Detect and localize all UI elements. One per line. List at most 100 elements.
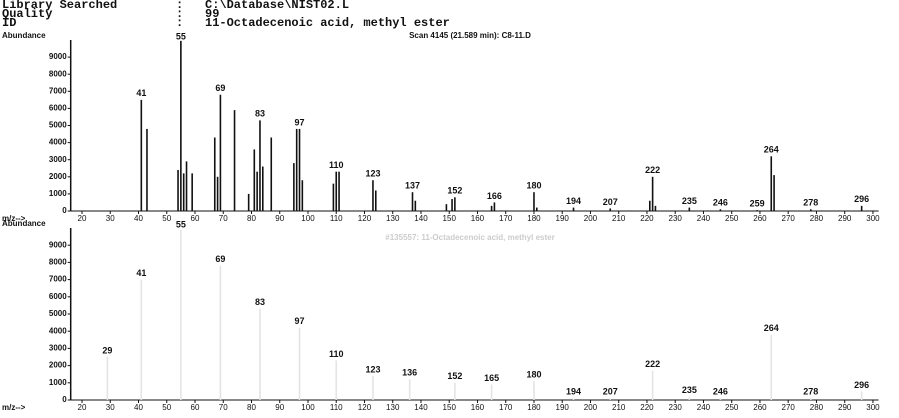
peak-label: 41 xyxy=(136,88,146,98)
peak-label: 180 xyxy=(526,369,541,379)
peak-label: 152 xyxy=(447,371,462,381)
x-tick-label: 190 xyxy=(556,214,570,223)
x-tick-label: 250 xyxy=(725,214,739,223)
peak-label: 194 xyxy=(566,387,581,397)
chart-title: #135557: 11-Octadecenoic acid, methyl es… xyxy=(385,233,554,242)
x-tick-label: 90 xyxy=(275,214,284,223)
y-tick-label: 2000 xyxy=(49,361,67,370)
x-tick-label: 70 xyxy=(219,214,228,223)
x-axis-label: m/z--> xyxy=(2,214,26,223)
header-sep: : xyxy=(176,16,183,30)
x-tick-label: 210 xyxy=(612,214,626,223)
x-tick-label: 280 xyxy=(810,403,824,412)
peak-label: 136 xyxy=(402,368,417,378)
header-sep: : xyxy=(176,7,183,21)
x-tick-label: 280 xyxy=(810,214,824,223)
y-tick-label: 1000 xyxy=(49,378,67,387)
peak-label: 123 xyxy=(365,364,380,374)
y-axis-label: Abundance xyxy=(2,219,46,228)
x-tick-label: 200 xyxy=(584,403,598,412)
header-key: Quality xyxy=(2,7,52,21)
x-tick-label: 60 xyxy=(191,214,200,223)
x-tick-label: 40 xyxy=(134,214,143,223)
peak-label: 123 xyxy=(365,169,380,179)
x-tick-label: 180 xyxy=(527,403,541,412)
chart-title: Scan 4145 (21.589 min): C8-11.D xyxy=(409,31,531,40)
y-tick-label: 6000 xyxy=(49,292,67,301)
x-tick-label: 230 xyxy=(669,403,683,412)
x-tick-label: 290 xyxy=(838,403,852,412)
peak-label: 83 xyxy=(255,109,265,119)
peak-label: 259 xyxy=(750,199,765,209)
y-tick-label: 8000 xyxy=(49,258,67,267)
peak-label: 222 xyxy=(645,359,660,369)
x-tick-label: 270 xyxy=(782,403,796,412)
x-tick-label: 40 xyxy=(134,403,143,412)
peak-label: 207 xyxy=(603,387,618,397)
x-tick-label: 70 xyxy=(219,403,228,412)
x-tick-label: 300 xyxy=(866,403,880,412)
x-tick-label: 160 xyxy=(471,403,485,412)
peak-label: 55 xyxy=(176,31,186,41)
x-tick-label: 150 xyxy=(443,214,457,223)
x-tick-label: 290 xyxy=(838,214,852,223)
y-tick-label: 9000 xyxy=(49,240,67,249)
y-tick-label: 7000 xyxy=(49,275,67,284)
x-tick-label: 260 xyxy=(753,214,767,223)
x-tick-label: 200 xyxy=(584,214,598,223)
peak-label: 180 xyxy=(526,181,541,191)
x-axis-label: m/z--> xyxy=(2,403,26,412)
x-tick-label: 220 xyxy=(640,214,654,223)
x-tick-label: 50 xyxy=(162,214,171,223)
peak-label: 69 xyxy=(215,254,225,264)
peak-label: 41 xyxy=(136,268,146,278)
peak-label: 264 xyxy=(764,323,779,333)
peak-label: 296 xyxy=(854,194,869,204)
peak-label: 222 xyxy=(645,165,660,175)
peak-label: 278 xyxy=(803,387,818,397)
x-tick-label: 180 xyxy=(527,214,541,223)
header-key: ID xyxy=(2,16,16,30)
x-tick-label: 120 xyxy=(358,403,372,412)
peak-label: 55 xyxy=(176,219,186,229)
peak-label: 264 xyxy=(764,145,779,155)
x-tick-label: 20 xyxy=(78,214,87,223)
y-tick-label: 5000 xyxy=(49,121,67,130)
peak-label: 235 xyxy=(682,385,697,395)
x-tick-label: 220 xyxy=(640,403,654,412)
x-tick-label: 190 xyxy=(556,403,570,412)
x-tick-label: 230 xyxy=(669,214,683,223)
peak-label: 207 xyxy=(603,197,618,207)
peak-label: 296 xyxy=(854,380,869,390)
x-tick-label: 240 xyxy=(697,403,711,412)
x-tick-label: 260 xyxy=(753,403,767,412)
peak-label: 235 xyxy=(682,196,697,206)
y-tick-label: 6000 xyxy=(49,104,67,113)
peak-label: 110 xyxy=(329,160,344,170)
x-tick-label: 120 xyxy=(358,214,372,223)
x-tick-label: 130 xyxy=(386,403,400,412)
y-tick-label: 4000 xyxy=(49,326,67,335)
header-value: 11-Octadecenoic acid, methyl ester xyxy=(205,16,450,30)
x-tick-label: 130 xyxy=(386,214,400,223)
x-tick-label: 140 xyxy=(414,403,428,412)
x-tick-label: 30 xyxy=(106,214,115,223)
peak-label: 166 xyxy=(487,191,502,201)
x-tick-label: 150 xyxy=(443,403,457,412)
y-tick-label: 0 xyxy=(62,206,67,215)
y-tick-label: 8000 xyxy=(49,69,67,78)
x-tick-label: 250 xyxy=(725,403,739,412)
y-tick-label: 3000 xyxy=(49,155,67,164)
x-tick-label: 20 xyxy=(78,403,87,412)
x-tick-label: 80 xyxy=(247,403,256,412)
y-tick-label: 1000 xyxy=(49,189,67,198)
header-sep: : xyxy=(176,0,183,12)
y-tick-label: 9000 xyxy=(49,52,67,61)
peak-label: 97 xyxy=(295,316,305,326)
x-tick-label: 100 xyxy=(301,403,315,412)
y-tick-label: 5000 xyxy=(49,309,67,318)
x-tick-label: 60 xyxy=(191,403,200,412)
peak-label: 194 xyxy=(566,196,581,206)
x-tick-label: 300 xyxy=(866,214,880,223)
